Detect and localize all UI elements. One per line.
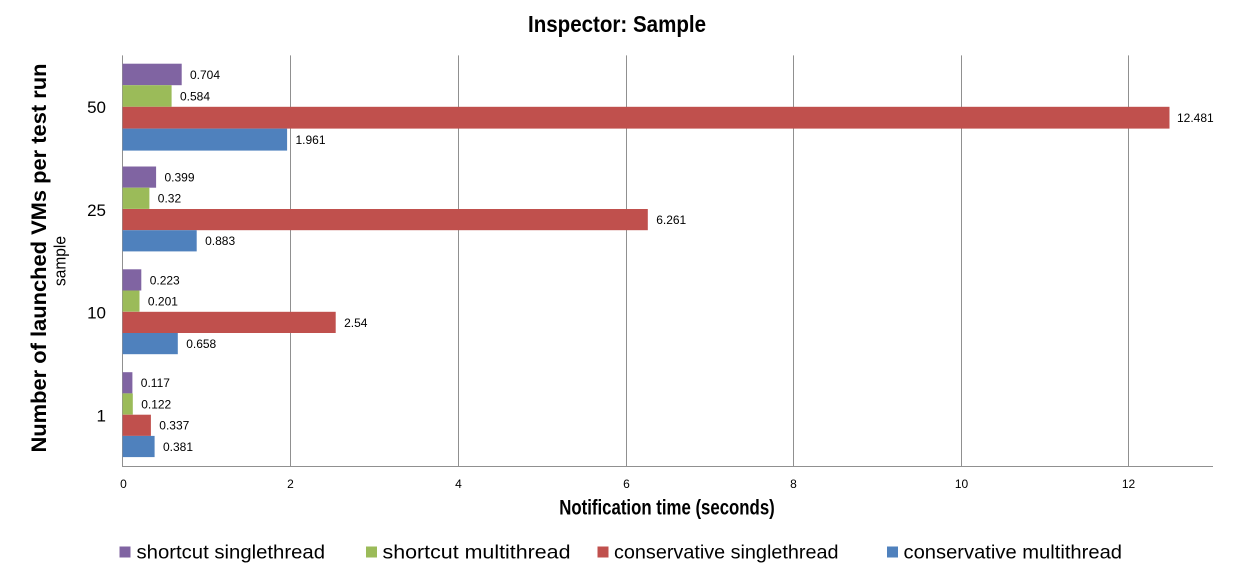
svg-text:0.117: 0.117 xyxy=(141,376,170,390)
svg-text:10: 10 xyxy=(955,477,969,491)
svg-text:12: 12 xyxy=(1122,477,1136,491)
svg-text:0.704: 0.704 xyxy=(190,68,220,82)
svg-text:0.223: 0.223 xyxy=(150,273,180,287)
svg-text:10: 10 xyxy=(87,304,106,323)
svg-text:0.201: 0.201 xyxy=(148,295,178,309)
svg-text:sample: sample xyxy=(51,236,70,286)
svg-text:0.658: 0.658 xyxy=(186,337,216,351)
svg-text:1.961: 1.961 xyxy=(296,133,326,147)
svg-text:6.261: 6.261 xyxy=(656,213,686,227)
svg-text:2.54: 2.54 xyxy=(344,316,368,330)
svg-text:Inspector: Sample: Inspector: Sample xyxy=(528,11,706,37)
svg-text:6: 6 xyxy=(623,477,630,491)
svg-text:shortcut multithread: shortcut multithread xyxy=(383,542,571,564)
svg-text:12.481: 12.481 xyxy=(1177,111,1214,125)
svg-text:0.399: 0.399 xyxy=(165,171,195,185)
svg-text:0.883: 0.883 xyxy=(205,234,235,248)
svg-text:0.584: 0.584 xyxy=(180,89,210,103)
svg-text:0: 0 xyxy=(120,477,127,491)
svg-text:25: 25 xyxy=(87,201,106,220)
svg-text:4: 4 xyxy=(455,477,462,491)
svg-text:conservative singlethread: conservative singlethread xyxy=(614,542,839,564)
svg-text:Number of launched VMs per tes: Number of launched VMs per test run xyxy=(28,64,51,453)
svg-text:conservative multithread: conservative multithread xyxy=(904,542,1123,564)
svg-text:50: 50 xyxy=(87,98,106,117)
svg-text:1: 1 xyxy=(97,406,106,425)
svg-text:0.122: 0.122 xyxy=(141,397,171,411)
svg-text:8: 8 xyxy=(790,477,797,491)
svg-text:0.381: 0.381 xyxy=(163,440,193,454)
svg-text:Notification time (seconds): Notification time (seconds) xyxy=(559,497,775,520)
svg-text:shortcut singlethread: shortcut singlethread xyxy=(137,542,326,564)
svg-text:0.32: 0.32 xyxy=(158,192,182,206)
svg-text:0.337: 0.337 xyxy=(159,419,189,433)
svg-text:2: 2 xyxy=(287,477,294,491)
